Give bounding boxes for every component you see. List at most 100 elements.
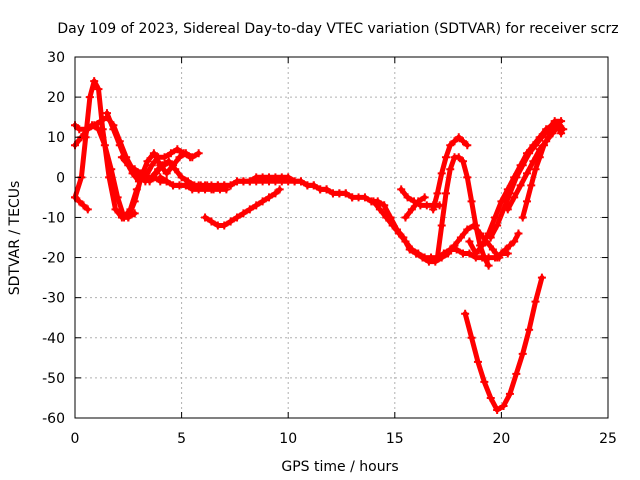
data-point <box>437 169 446 178</box>
data-point <box>484 261 493 270</box>
data-point <box>124 213 133 222</box>
data-point <box>525 325 534 334</box>
data-point <box>158 161 167 170</box>
data-point <box>226 217 235 226</box>
data-point <box>518 349 527 358</box>
data-point <box>552 121 561 130</box>
data-point <box>544 133 553 142</box>
data-point <box>486 233 495 242</box>
data-point <box>258 197 267 206</box>
data-point <box>505 389 514 398</box>
series-arc-20 <box>518 121 566 222</box>
data-point <box>233 213 242 222</box>
data-point <box>514 229 523 238</box>
y-tick-label: -50 <box>42 371 65 387</box>
data-point <box>510 193 519 202</box>
data-point <box>81 125 90 134</box>
data-point <box>360 193 369 202</box>
data-point <box>226 181 235 190</box>
data-point <box>75 197 84 206</box>
data-point <box>239 209 248 218</box>
x-tick-label: 25 <box>599 431 617 447</box>
data-point <box>90 77 99 86</box>
data-point <box>450 137 459 146</box>
y-tick-label: 20 <box>47 90 65 106</box>
data-point <box>501 245 510 254</box>
data-point <box>164 157 173 166</box>
data-point <box>512 173 521 182</box>
series-arc-21 <box>493 229 523 262</box>
data-point <box>252 201 261 210</box>
y-tick-label: -30 <box>42 291 65 307</box>
data-point <box>166 149 175 158</box>
data-point <box>341 189 350 198</box>
data-point <box>480 253 489 262</box>
series-arc-9 <box>145 157 231 194</box>
data-point <box>486 393 495 402</box>
data-point <box>245 205 254 214</box>
data-point <box>397 185 406 194</box>
y-tick-label: 10 <box>47 130 65 146</box>
data-point <box>522 169 531 178</box>
data-point <box>181 149 190 158</box>
data-point <box>130 165 139 174</box>
y-tick-label: 30 <box>47 50 65 66</box>
data-point <box>79 201 88 210</box>
data-point <box>493 405 502 414</box>
data-point <box>463 225 472 234</box>
data-point <box>471 221 480 230</box>
data-point <box>380 201 389 210</box>
data-point <box>183 177 192 186</box>
data-point <box>456 233 465 242</box>
data-point <box>271 189 280 198</box>
data-point <box>405 245 414 254</box>
data-point <box>171 165 180 174</box>
data-point <box>403 193 412 202</box>
chart-title: Day 109 of 2023, Sidereal Day-to-day VTE… <box>57 21 618 37</box>
data-point <box>96 117 105 126</box>
y-axis-label: SDTVAR / TECUs <box>7 181 23 296</box>
series-line <box>72 194 91 212</box>
data-point <box>537 273 546 282</box>
series-layer <box>71 77 568 414</box>
data-point <box>535 153 544 162</box>
data-point <box>435 201 444 210</box>
y-tick-label: -10 <box>42 210 65 226</box>
data-point <box>102 109 111 118</box>
data-point <box>94 125 103 134</box>
data-point <box>173 145 182 154</box>
grid <box>75 57 608 418</box>
data-point <box>459 137 468 146</box>
data-point <box>284 173 293 182</box>
data-point <box>505 189 514 198</box>
data-point <box>414 197 423 206</box>
series-arc-4 <box>71 193 92 214</box>
data-point <box>309 181 318 190</box>
data-point <box>203 181 212 190</box>
data-point <box>463 173 472 182</box>
data-point <box>512 369 521 378</box>
series-line <box>488 118 564 240</box>
data-point <box>222 185 231 194</box>
data-point <box>516 181 525 190</box>
series-arc-22 <box>461 273 546 414</box>
data-point <box>527 181 536 190</box>
y-tick-label: -60 <box>42 411 65 427</box>
data-point <box>454 153 463 162</box>
data-point <box>518 213 527 222</box>
data-point <box>473 357 482 366</box>
data-point <box>109 125 118 134</box>
data-point <box>220 221 229 230</box>
data-point <box>407 205 416 214</box>
data-point <box>531 297 540 306</box>
x-tick-label: 10 <box>279 431 297 447</box>
data-point <box>531 141 540 150</box>
data-point <box>207 217 216 226</box>
data-point <box>412 249 421 258</box>
data-point <box>446 165 455 174</box>
data-point <box>177 173 186 182</box>
data-point <box>145 177 154 186</box>
data-point <box>461 309 470 318</box>
data-point <box>444 249 453 258</box>
